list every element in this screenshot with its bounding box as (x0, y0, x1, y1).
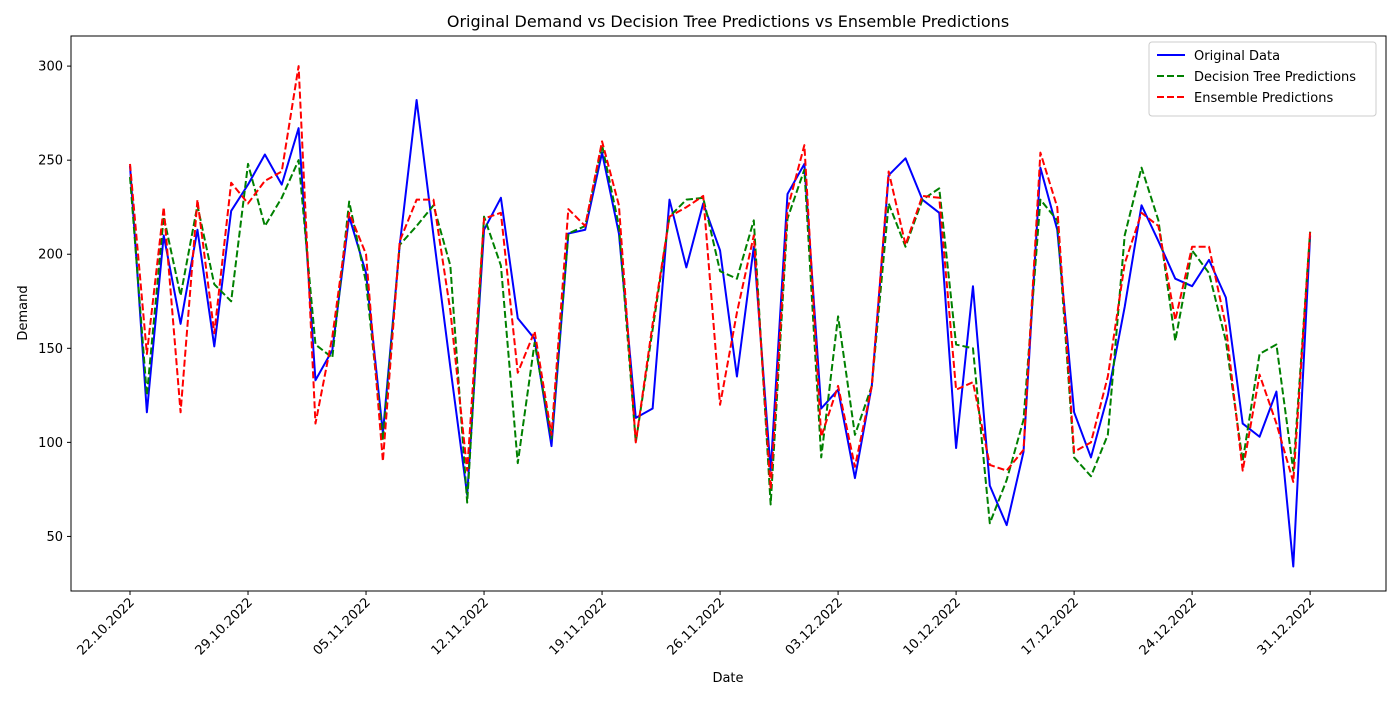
y-axis-title: Demand (16, 285, 31, 340)
x-axis: 22.10.2022 29.10.2022 05.11.2022 12.11.2022… (75, 591, 1318, 658)
series-lines (129, 65, 1312, 568)
y-tick-label: 50 (46, 530, 63, 545)
series-line-original-data (129, 98, 1312, 568)
legend-label: Decision Tree Predictions (1194, 70, 1356, 85)
y-axis: 50 100 150 200 250 300 (38, 60, 71, 545)
x-tick-label: 26.11.2022 (665, 595, 728, 658)
legend-label: Ensemble Predictions (1194, 91, 1333, 106)
x-tick-label: 12.11.2022 (429, 595, 492, 658)
x-tick-label: 10.12.2022 (901, 595, 964, 658)
x-tick-label: 19.11.2022 (547, 595, 610, 658)
legend: Original Data Decision Tree Predictions En… (1148, 41, 1377, 117)
chart-title: Original Demand vs Decision Tree Predict… (447, 12, 1009, 31)
x-tick-label: 31.12.2022 (1255, 595, 1318, 658)
y-tick-label: 150 (38, 342, 63, 357)
x-tick-label: 22.10.2022 (75, 595, 138, 658)
series-line-decision-tree-predictions (129, 144, 1312, 525)
x-axis-title: Date (712, 671, 743, 686)
plot-area-frame (70, 35, 1387, 592)
x-tick-label: 03.12.2022 (783, 595, 846, 658)
x-tick-label: 17.12.2022 (1019, 595, 1082, 658)
y-tick-label: 200 (38, 248, 63, 263)
y-tick-label: 100 (38, 436, 63, 451)
y-tick-label: 300 (38, 60, 63, 75)
x-tick-label: 05.11.2022 (311, 595, 374, 658)
x-tick-label: 29.10.2022 (193, 595, 256, 658)
legend-box (1148, 41, 1377, 117)
x-tick-label: 24.12.2022 (1137, 595, 1200, 658)
legend-label: Original Data (1194, 49, 1280, 64)
y-tick-label: 250 (38, 154, 63, 169)
series-line-ensemble-predictions (129, 65, 1312, 491)
